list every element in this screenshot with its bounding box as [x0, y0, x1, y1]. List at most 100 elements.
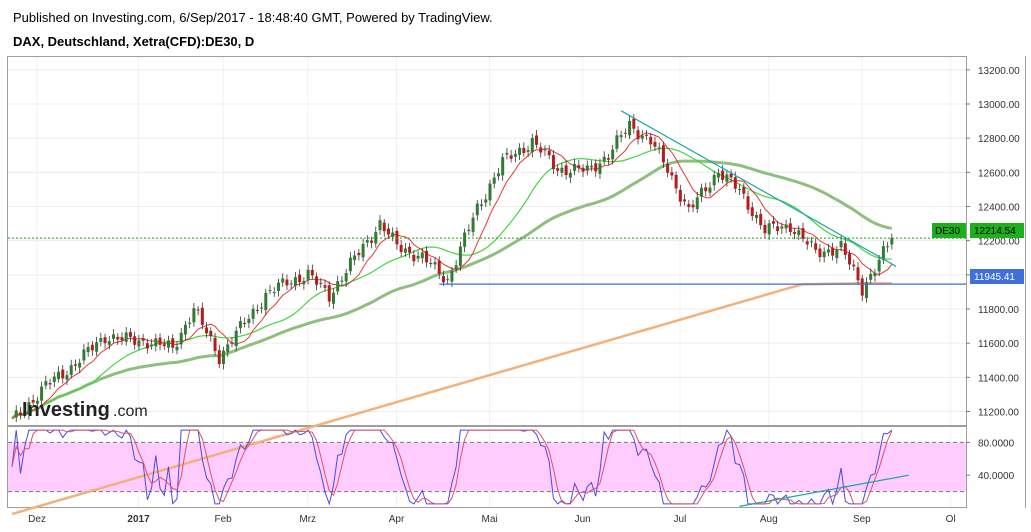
candle-down — [319, 282, 323, 284]
candle-down — [90, 344, 94, 351]
candle-down — [395, 230, 399, 245]
candle-down — [848, 253, 852, 265]
candle-down — [217, 350, 221, 365]
stochastic-k-line — [11, 428, 893, 506]
candle-up — [869, 273, 873, 280]
candle-down — [742, 187, 746, 194]
candle-down — [73, 364, 77, 366]
candle-up — [881, 246, 885, 261]
candle-down — [649, 136, 653, 145]
candle-down — [666, 163, 670, 173]
candle-up — [378, 220, 382, 231]
candle-down — [831, 247, 835, 256]
candle-up — [712, 175, 716, 186]
candle-down — [386, 228, 390, 235]
candle-up — [179, 332, 183, 345]
support-price-value: 11945.41 — [974, 272, 1015, 283]
candle-up — [725, 174, 729, 182]
candle-down — [382, 222, 386, 232]
candle-up — [183, 324, 187, 335]
candle-down — [539, 147, 543, 153]
candle-down — [856, 267, 860, 281]
candle-up — [471, 217, 475, 232]
current-price-value: 12214.54 — [974, 226, 1016, 237]
candle-down — [408, 246, 412, 253]
candle-up — [458, 246, 462, 267]
candle-down — [128, 332, 132, 337]
candle-up — [374, 231, 378, 244]
candle-up — [615, 135, 619, 149]
price-tick-label: 13200.00 — [978, 66, 1020, 77]
current-price-tag-box — [932, 223, 966, 238]
candle-down — [771, 221, 775, 224]
candle-up — [78, 362, 82, 368]
candle-down — [852, 264, 856, 267]
candle-down — [315, 276, 319, 285]
candle-down — [704, 187, 708, 192]
time-tick-label: Feb — [215, 514, 233, 525]
candle-down — [509, 155, 513, 159]
candle-up — [738, 189, 742, 191]
candle-up — [568, 172, 572, 178]
candle-down — [327, 285, 331, 302]
candle-up — [463, 232, 467, 247]
candle-up — [306, 269, 310, 280]
symbol-title: DAX, Deutschland, Xetra(CFD):DE30, D — [13, 34, 255, 49]
candle-down — [285, 279, 289, 286]
candle-down — [556, 168, 560, 171]
candle-up — [69, 365, 73, 375]
candle-up — [488, 183, 492, 201]
price-tick-label: 11600.00 — [978, 339, 1019, 350]
candle-up — [628, 120, 632, 136]
candle-up — [873, 272, 877, 277]
candle-up — [331, 292, 335, 304]
candle-up — [877, 259, 881, 272]
candle-down — [636, 130, 640, 140]
candle-up — [573, 163, 577, 171]
time-tick-label: Dez — [28, 514, 46, 525]
candle-up — [272, 292, 276, 294]
overlays — [8, 110, 966, 507]
time-tick-label: Ol — [946, 514, 956, 525]
candle-up — [454, 265, 458, 270]
candle-down — [323, 285, 327, 288]
candle-down — [103, 337, 107, 344]
candle-down — [399, 244, 403, 253]
candle-down — [759, 214, 763, 226]
candle-up — [167, 340, 171, 348]
candle-down — [243, 323, 247, 325]
current-price-value-box — [970, 223, 1024, 238]
candle-up — [99, 337, 103, 342]
resistance-trendline — [620, 110, 897, 267]
sma-long-line — [11, 282, 892, 516]
candle-up — [492, 177, 496, 184]
candle-up — [226, 344, 230, 352]
candle-up — [590, 165, 594, 168]
candle-down — [645, 134, 648, 136]
candle-down — [581, 167, 585, 172]
time-tick-label: Sep — [853, 514, 871, 525]
candle-up — [822, 251, 826, 258]
candle-up — [82, 349, 86, 361]
candle-up — [526, 150, 530, 152]
candle-down — [437, 260, 441, 274]
candle-up — [505, 152, 509, 155]
candle-down — [632, 118, 636, 129]
candle-up — [602, 156, 606, 162]
candle-up — [353, 255, 357, 261]
candle-up — [86, 346, 90, 352]
candle-down — [678, 189, 682, 202]
price-tick-label: 12800.00 — [978, 134, 1020, 145]
candle-down — [801, 228, 805, 239]
candle-up — [839, 241, 843, 248]
candle-up — [530, 137, 534, 153]
time-tick-label: Aug — [760, 514, 778, 525]
candle-down — [310, 269, 314, 276]
candle-down — [522, 147, 526, 154]
candle-down — [200, 307, 204, 325]
candle-down — [116, 336, 120, 340]
price-tick-label: 12200.00 — [978, 237, 1020, 248]
candle-up — [450, 270, 454, 282]
candle-down — [843, 243, 847, 255]
